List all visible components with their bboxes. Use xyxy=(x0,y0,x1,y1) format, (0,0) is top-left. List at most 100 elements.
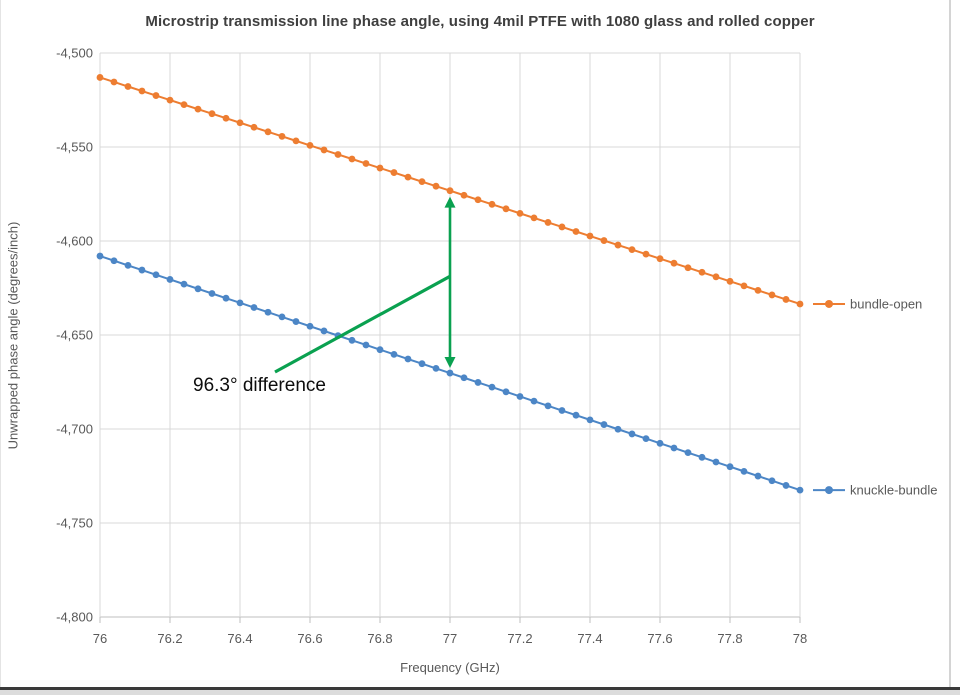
series-marker-bundle-open xyxy=(348,155,356,163)
x-tick-label: 76.6 xyxy=(297,631,322,646)
annotation-leader-line xyxy=(274,274,451,374)
series-marker-knuckle-bundle xyxy=(110,257,118,265)
series-marker-knuckle-bundle xyxy=(516,393,524,400)
series-marker-bundle-open xyxy=(586,232,594,240)
series-marker-bundle-open xyxy=(460,191,468,199)
series-marker-knuckle-bundle xyxy=(166,276,174,283)
series-marker-bundle-open xyxy=(334,151,342,158)
x-tick-label: 77.8 xyxy=(717,631,742,646)
series-marker-bundle-open xyxy=(796,300,804,308)
series-marker-knuckle-bundle xyxy=(656,439,664,447)
series-marker-bundle-open xyxy=(124,83,132,90)
y-tick-label: -4,550 xyxy=(56,140,93,155)
series-marker-bundle-open xyxy=(222,114,230,122)
x-axis-title: Frequency (GHz) xyxy=(400,660,500,675)
series-marker-knuckle-bundle xyxy=(474,379,482,386)
series-marker-knuckle-bundle xyxy=(138,266,146,274)
series-marker-knuckle-bundle xyxy=(754,472,762,480)
x-tick-label: 77.4 xyxy=(577,631,602,646)
difference-annotation-label: 96.3° difference xyxy=(193,375,326,396)
series-marker-knuckle-bundle xyxy=(446,369,454,377)
difference-arrow-head-top xyxy=(444,196,456,208)
series-marker-bundle-open xyxy=(544,219,552,226)
series-marker-bundle-open xyxy=(614,241,622,249)
series-marker-bundle-open xyxy=(698,268,706,276)
series-marker-bundle-open xyxy=(320,146,328,154)
y-tick-label: -4,600 xyxy=(56,234,93,249)
series-marker-bundle-open xyxy=(278,132,286,140)
series-marker-bundle-open xyxy=(236,119,244,127)
series-marker-bundle-open xyxy=(572,228,580,235)
series-marker-knuckle-bundle xyxy=(292,318,300,325)
y-tick-label: -4,750 xyxy=(56,516,93,531)
series-marker-knuckle-bundle xyxy=(432,364,440,372)
series-marker-bundle-open xyxy=(138,87,146,95)
legend-marker-bundle-open xyxy=(825,299,833,308)
x-tick-label: 76.4 xyxy=(227,631,252,646)
series-marker-bundle-open xyxy=(194,105,202,113)
series-marker-knuckle-bundle xyxy=(208,290,216,297)
legend-marker-knuckle-bundle xyxy=(825,486,833,495)
series-marker-bundle-open xyxy=(292,137,300,145)
window-left-edge xyxy=(0,0,1,695)
series-marker-bundle-open xyxy=(376,164,384,172)
series-marker-knuckle-bundle xyxy=(404,355,412,363)
series-marker-knuckle-bundle xyxy=(222,294,230,302)
series-marker-bundle-open xyxy=(180,101,188,109)
series-marker-bundle-open xyxy=(712,273,720,281)
x-tick-label: 76.2 xyxy=(157,631,182,646)
series-marker-bundle-open xyxy=(166,96,174,104)
series-marker-knuckle-bundle xyxy=(278,313,286,321)
x-tick-label: 76 xyxy=(93,631,107,646)
y-axis-title: Unwrapped phase angle (degrees/inch) xyxy=(5,221,21,450)
x-tick-label: 77.2 xyxy=(507,631,532,646)
series-marker-bundle-open xyxy=(446,187,454,195)
difference-arrow-head-bottom xyxy=(444,356,456,368)
series-marker-bundle-open xyxy=(656,255,664,263)
series-marker-knuckle-bundle xyxy=(320,327,328,335)
window-right-edge xyxy=(949,0,951,695)
series-marker-knuckle-bundle xyxy=(586,416,594,424)
series-marker-bundle-open xyxy=(726,277,734,285)
series-marker-bundle-open xyxy=(740,282,748,290)
series-marker-knuckle-bundle xyxy=(124,262,132,269)
legend-label-bundle-open: bundle-open xyxy=(850,296,922,311)
y-tick-label: -4,800 xyxy=(56,610,93,625)
series-marker-bundle-open xyxy=(488,200,496,208)
series-marker-bundle-open xyxy=(600,237,608,244)
series-marker-bundle-open xyxy=(264,128,272,136)
x-tick-label: 76.8 xyxy=(367,631,392,646)
x-tick-label: 78 xyxy=(793,631,807,646)
series-marker-knuckle-bundle xyxy=(712,458,720,466)
series-marker-bundle-open xyxy=(768,291,776,299)
series-marker-knuckle-bundle xyxy=(768,477,776,485)
series-marker-knuckle-bundle xyxy=(628,430,636,438)
series-marker-bundle-open xyxy=(516,209,524,217)
series-marker-knuckle-bundle xyxy=(390,350,398,358)
series-marker-knuckle-bundle xyxy=(544,402,552,410)
series-marker-bundle-open xyxy=(390,169,398,176)
series-marker-knuckle-bundle xyxy=(376,346,384,354)
series-marker-knuckle-bundle xyxy=(194,285,202,293)
series-marker-knuckle-bundle xyxy=(782,482,790,489)
series-marker-knuckle-bundle xyxy=(600,421,608,428)
series-marker-bundle-open xyxy=(474,196,482,204)
series-marker-bundle-open xyxy=(96,74,104,81)
series-marker-knuckle-bundle xyxy=(236,299,244,307)
chart-title: Microstrip transmission line phase angle… xyxy=(145,13,815,30)
x-tick-label: 77.6 xyxy=(647,631,672,646)
series-marker-knuckle-bundle xyxy=(362,341,370,349)
series-marker-knuckle-bundle xyxy=(250,304,258,311)
series-marker-bundle-open xyxy=(502,205,510,213)
series-marker-bundle-open xyxy=(642,250,650,258)
series-marker-knuckle-bundle xyxy=(670,444,678,452)
series-marker-knuckle-bundle xyxy=(698,453,706,461)
series-marker-knuckle-bundle xyxy=(726,463,734,471)
series-marker-knuckle-bundle xyxy=(684,449,692,457)
series-marker-bundle-open xyxy=(558,223,566,231)
legend-label-knuckle-bundle: knuckle-bundle xyxy=(850,483,937,498)
window-bottom-edge xyxy=(0,687,960,695)
series-marker-bundle-open xyxy=(684,264,692,272)
series-marker-knuckle-bundle xyxy=(306,322,314,330)
